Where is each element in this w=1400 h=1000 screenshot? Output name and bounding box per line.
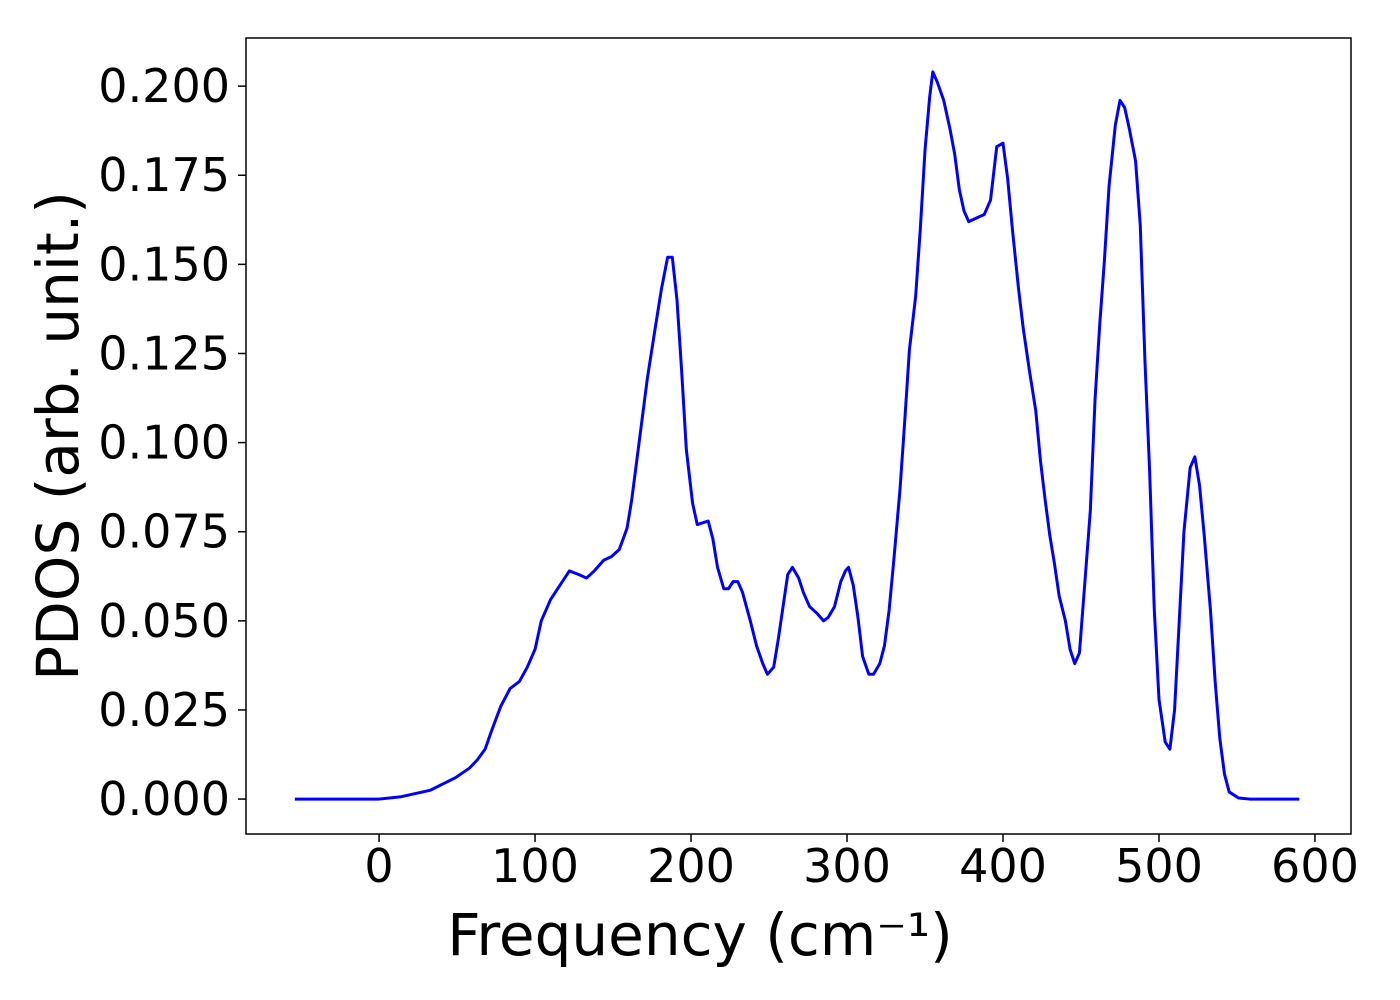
x-axis-label: Frequency (cm⁻¹) — [447, 901, 953, 969]
y-axis-label: PDOS (arb. unit.) — [24, 191, 92, 681]
x-tick-label: 0 — [364, 839, 393, 893]
x-tick-label: 600 — [1271, 839, 1359, 893]
y-tick-label: 0.025 — [98, 683, 230, 737]
y-tick-label: 0.125 — [98, 326, 230, 380]
y-tick-label: 0.075 — [98, 505, 230, 559]
plot-frame — [245, 37, 1352, 835]
y-tick-label: 0.200 — [98, 59, 230, 113]
y-tick-label: 0.175 — [98, 148, 230, 202]
data-line — [294, 70, 1300, 801]
x-tick-label: 100 — [491, 839, 579, 893]
x-tick-label: 400 — [959, 839, 1047, 893]
x-tick-label: 300 — [803, 839, 891, 893]
y-tick-label: 0.100 — [98, 416, 230, 470]
y-tick-label: 0.150 — [98, 237, 230, 291]
y-tick-label: 0.050 — [98, 594, 230, 648]
x-tick-label: 200 — [647, 839, 735, 893]
x-tick-label: 500 — [1115, 839, 1203, 893]
y-tick-label: 0.000 — [98, 772, 230, 826]
